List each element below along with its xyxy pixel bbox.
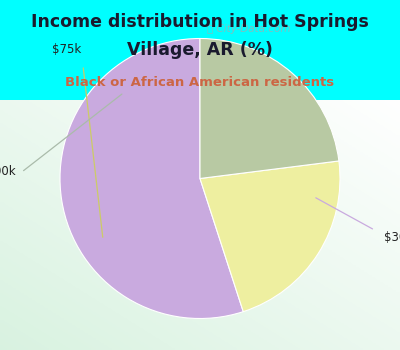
Text: Black or African American residents: Black or African American residents	[66, 76, 334, 89]
Wedge shape	[200, 161, 340, 312]
Text: $30k: $30k	[384, 231, 400, 244]
Text: $75k: $75k	[52, 43, 82, 56]
Wedge shape	[60, 38, 243, 318]
Text: Income distribution in Hot Springs: Income distribution in Hot Springs	[31, 13, 369, 31]
Wedge shape	[200, 38, 339, 178]
Text: $100k: $100k	[0, 165, 15, 178]
Text: Village, AR (%): Village, AR (%)	[127, 41, 273, 59]
Text: ⓘ City-Data.com: ⓘ City-Data.com	[207, 24, 290, 34]
